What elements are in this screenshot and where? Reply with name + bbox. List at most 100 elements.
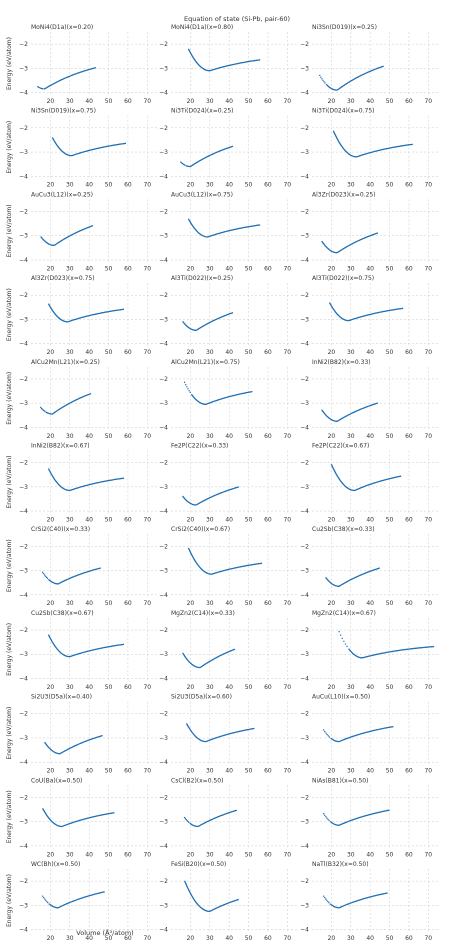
x-tick-label: 60	[264, 684, 272, 691]
x-tick-label: 60	[124, 600, 132, 607]
eos-curve	[332, 130, 413, 158]
x-tick-label: 50	[245, 600, 253, 607]
x-tick-label: 50	[245, 433, 253, 440]
eos-panel: Al3Ti(D022)(x=0.25) −2 −3 −4 20 30 40 50 60 70	[159, 275, 297, 356]
data-point	[47, 901, 49, 904]
x-tick-label: 60	[264, 98, 272, 105]
x-tick-label: 30	[66, 349, 74, 356]
x-tick-label: 70	[283, 98, 291, 105]
x-tick-label: 70	[283, 433, 291, 440]
x-tick-label: 20	[328, 182, 336, 189]
x-tick-label: 60	[405, 935, 413, 942]
y-tick-label: −4	[19, 675, 28, 682]
x-tick-label: 20	[47, 349, 55, 356]
y-tick-label: −3	[19, 149, 28, 156]
x-tick-label: 60	[124, 517, 132, 524]
y-tick-label: −4	[300, 759, 309, 766]
x-tick-label: 70	[424, 98, 432, 105]
x-tick-label: 40	[225, 935, 233, 942]
y-tick-label: −3	[19, 316, 28, 323]
eos-curve	[183, 880, 240, 913]
y-tick-label: −2	[300, 627, 309, 634]
x-tick-label: 30	[206, 600, 214, 607]
y-tick-label: −4	[19, 257, 28, 264]
x-tick-label: 20	[187, 98, 195, 105]
y-tick-label: −2	[19, 41, 28, 48]
y-tick-label: −3	[19, 735, 28, 742]
y-tick-label: −4	[300, 675, 309, 682]
y-tick-label: −4	[159, 424, 168, 431]
panel-ylabel: Energy (eV/atom)	[6, 707, 13, 760]
y-tick-label: −2	[159, 711, 168, 718]
x-tick-label: 50	[105, 684, 113, 691]
x-tick-label: 20	[328, 98, 336, 105]
eos-panel: MgZn2(C14)(x=0.33) −2 −3 −4 20 30 40 50 60 70	[159, 610, 297, 691]
y-tick-label: −4	[19, 341, 28, 348]
eos-curve	[190, 390, 253, 405]
x-tick-label: 40	[225, 265, 233, 272]
y-tick-label: −4	[300, 592, 309, 599]
y-tick-label: −2	[19, 627, 28, 634]
x-tick-label: 70	[143, 182, 151, 189]
y-tick-label: −2	[300, 41, 309, 48]
panel-grid: MoNi4(D1a)(x=0.20) −2 −3 −4 20 30 40 50 60 70 Ener…	[6, 24, 438, 942]
eos-curve	[44, 734, 103, 755]
panel-title: Al3Ti(D022)(x=0.75)	[312, 275, 374, 282]
data-point	[44, 575, 47, 577]
data-point	[183, 381, 186, 384]
y-tick-label: −3	[300, 651, 309, 658]
data-point	[41, 88, 44, 90]
x-tick-label: 60	[405, 433, 413, 440]
x-tick-label: 20	[187, 935, 195, 942]
eos-curve	[329, 809, 390, 826]
x-tick-label: 50	[245, 349, 253, 356]
x-tick-label: 20	[187, 851, 195, 858]
x-tick-label: 30	[66, 600, 74, 607]
panel-title: CrSi2(C40)(x=0.67)	[171, 526, 230, 533]
x-tick-label: 50	[245, 851, 253, 858]
x-tick-label: 40	[225, 684, 233, 691]
eos-panel: Ni3Sn(D019)(x=0.25) −2 −3 −4 20 30 40 50 60 70	[300, 24, 438, 105]
x-tick-label: 70	[424, 768, 432, 775]
x-tick-label: 60	[405, 98, 413, 105]
x-tick-label: 50	[386, 600, 394, 607]
data-point	[320, 76, 322, 78]
x-tick-label: 20	[328, 935, 336, 942]
y-tick-label: −4	[300, 424, 309, 431]
y-tick-label: −4	[300, 341, 309, 348]
eos-panel: Ni3Sn(D019)(x=0.75) −2 −3 −4 20 30 40 50 60 70 Ene…	[6, 108, 157, 189]
x-tick-label: 30	[206, 517, 214, 524]
x-tick-label: 20	[47, 768, 55, 775]
y-tick-label: −4	[300, 173, 309, 180]
x-tick-label: 40	[225, 517, 233, 524]
x-tick-label: 60	[124, 768, 132, 775]
x-tick-label: 30	[206, 935, 214, 942]
eos-curve	[47, 303, 125, 323]
eos-curve	[47, 567, 101, 585]
panel-title: MoNi4(D1a)(x=0.20)	[31, 24, 93, 31]
data-point	[326, 733, 328, 736]
x-tick-label: 20	[187, 517, 195, 524]
figure-xlabel: Volume (Å³/atom)	[76, 928, 133, 937]
x-tick-label: 50	[105, 265, 113, 272]
x-tick-label: 70	[283, 684, 291, 691]
x-tick-label: 40	[366, 517, 374, 524]
x-tick-label: 40	[85, 851, 93, 858]
x-tick-label: 50	[386, 935, 394, 942]
panel-ylabel: Energy (eV/atom)	[6, 623, 13, 676]
x-tick-label: 30	[347, 517, 355, 524]
x-tick-label: 60	[264, 851, 272, 858]
eos-panel: Ni3Ti(D024)(x=0.25) −2 −3 −4 20 30 40 50 60 70	[159, 108, 297, 189]
data-point	[328, 819, 330, 822]
x-tick-label: 40	[85, 182, 93, 189]
x-tick-label: 60	[124, 935, 132, 942]
x-tick-label: 70	[143, 98, 151, 105]
eos-curve	[187, 48, 261, 72]
eos-curve	[182, 311, 234, 331]
data-point	[344, 643, 347, 645]
data-point	[185, 383, 187, 386]
x-tick-label: 40	[366, 265, 374, 272]
x-tick-label: 60	[264, 433, 272, 440]
data-point	[325, 898, 327, 900]
